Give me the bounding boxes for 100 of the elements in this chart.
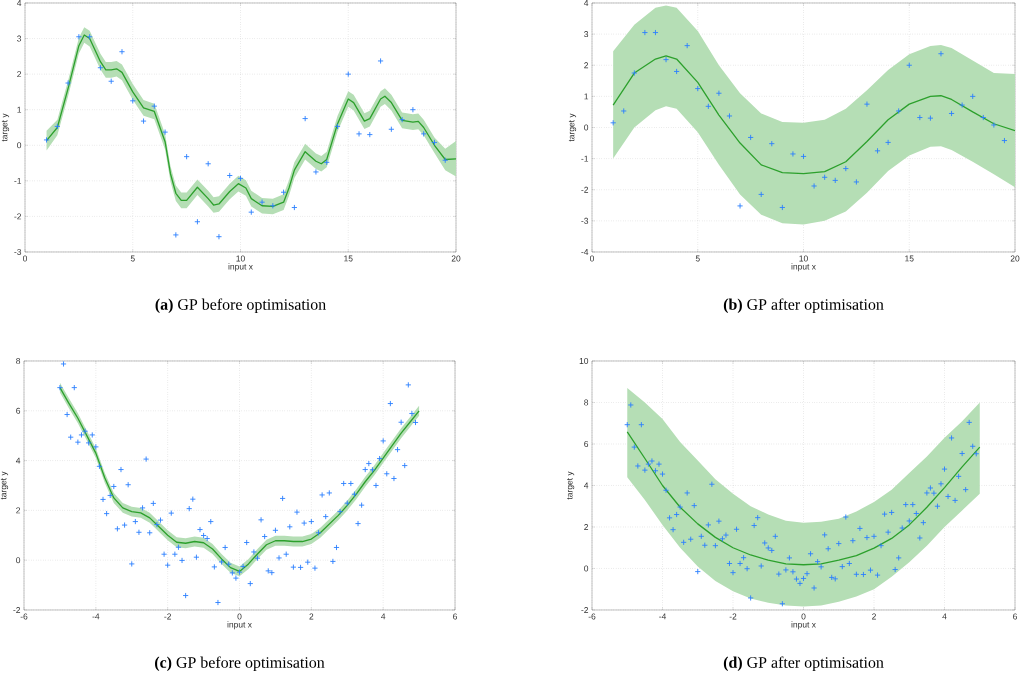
x-tick-label: 5 [130, 255, 135, 262]
point [388, 126, 395, 133]
y-tick-label: -3 [14, 248, 22, 255]
y-tick-label: 8 [16, 357, 21, 364]
x-tick-label: 15 [905, 255, 914, 262]
y-tick-label: 8 [584, 399, 589, 406]
point [1001, 137, 1008, 144]
x-tick-label: -4 [92, 613, 100, 620]
y-tick-label: 2 [16, 507, 21, 514]
point [811, 182, 818, 190]
x-tick-label: 6 [1013, 613, 1017, 620]
x-tick-label: 0 [22, 255, 28, 262]
point [399, 116, 406, 123]
point [65, 79, 72, 87]
point [323, 159, 330, 166]
y-tick-label: 1 [584, 93, 589, 100]
point [694, 85, 701, 92]
point [853, 178, 860, 185]
x-axis-title: input x [791, 621, 816, 630]
y-tick-label: 2 [584, 62, 589, 69]
x-tick-label: 6 [453, 613, 458, 620]
x-tick-label: 0 [589, 255, 595, 262]
y-tick-label: 6 [16, 407, 21, 414]
x-tick-label: -4 [659, 613, 667, 620]
point [409, 106, 416, 113]
x-axis-title: input x [791, 263, 816, 272]
x-tick-label: 2 [872, 613, 876, 620]
point [705, 103, 712, 110]
text: (c) GP before optimisation [155, 656, 325, 672]
y-tick-label: -4 [581, 249, 589, 255]
point [916, 114, 923, 121]
point [737, 202, 744, 209]
point [969, 93, 976, 100]
point [747, 134, 754, 141]
point [118, 48, 126, 55]
point [194, 218, 201, 225]
point [108, 78, 115, 85]
line-series [612, 55, 1016, 175]
point [662, 56, 670, 63]
y-tick-label: -2 [581, 186, 589, 193]
point [345, 71, 352, 78]
point [620, 107, 627, 115]
y-tick-label: 1 [17, 106, 22, 113]
point [821, 174, 828, 181]
point [312, 168, 319, 175]
y-tick-label: -1 [14, 177, 22, 184]
y-tick-label: -2 [13, 607, 21, 613]
point [334, 123, 341, 130]
y-tick-label: 4 [583, 0, 589, 6]
point [684, 42, 691, 49]
point [980, 114, 987, 121]
y-tick-label: -2 [581, 607, 589, 613]
x-tick-label: 5 [695, 255, 700, 262]
point [431, 139, 438, 146]
x-axis-title: input x [227, 621, 252, 630]
point [631, 69, 638, 77]
y-tick-label: 3 [584, 31, 589, 38]
x-tick-label: 10 [236, 255, 245, 262]
y-axis-title: target y [567, 471, 575, 500]
y-tick-label: 0 [584, 565, 589, 572]
point [355, 130, 363, 137]
point [280, 189, 287, 196]
point [226, 172, 233, 179]
y-tick-label: 10 [579, 357, 589, 364]
point [768, 140, 775, 147]
point [54, 123, 61, 130]
y-tick-label: 0 [16, 557, 21, 564]
point [842, 165, 849, 172]
y-axis-title: target y [0, 471, 9, 500]
point [863, 101, 871, 108]
point [885, 139, 892, 146]
text: (d) GP after optimisation [723, 656, 884, 672]
point [237, 175, 244, 182]
x-tick-label: 0 [237, 613, 242, 620]
x-tick-label: 4 [381, 613, 386, 620]
x-tick-label: 4 [942, 613, 947, 620]
point [726, 112, 733, 120]
point [151, 103, 158, 110]
point [442, 157, 449, 164]
x-tick-label: -2 [729, 613, 737, 620]
y-tick-label: -3 [581, 217, 589, 224]
point [948, 110, 955, 117]
y-tick-label: 2 [17, 71, 22, 78]
y-tick-label: -2 [14, 213, 22, 220]
point [75, 33, 82, 40]
point [874, 147, 881, 154]
point [97, 64, 104, 71]
point [140, 118, 147, 125]
point [673, 68, 680, 75]
point [205, 160, 212, 167]
point [248, 209, 255, 216]
x-tick-label: 15 [344, 255, 353, 262]
point [779, 204, 786, 211]
y-axis-title: target y [568, 113, 577, 142]
point [800, 153, 807, 160]
y-tick-label: 0 [584, 124, 589, 131]
point [259, 199, 266, 206]
point [715, 90, 722, 97]
y-tick-label: 4 [15, 457, 21, 464]
point [420, 130, 427, 137]
